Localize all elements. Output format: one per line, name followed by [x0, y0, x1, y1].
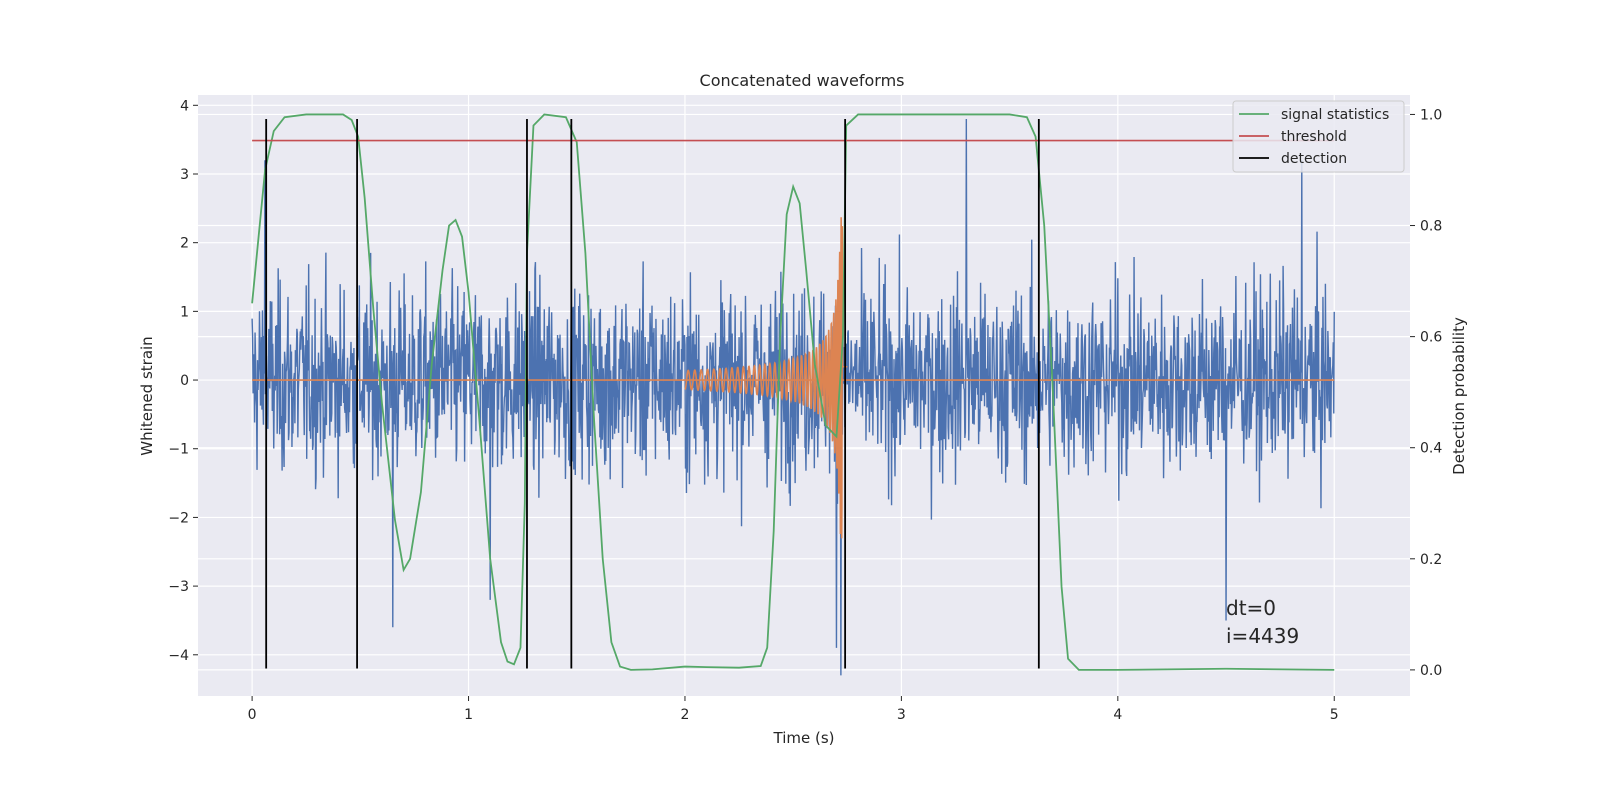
legend-label: detection — [1281, 151, 1347, 167]
y2-tick-label: 0.2 — [1420, 552, 1442, 568]
y2-tick-label: 0.6 — [1420, 330, 1442, 346]
y-tick-label: 3 — [180, 167, 189, 183]
legend-label: threshold — [1281, 129, 1347, 145]
y2-tick-label: 0.8 — [1420, 219, 1442, 235]
y-tick-label: −3 — [168, 579, 189, 595]
x-tick-label: 3 — [897, 707, 906, 723]
y-axis-label: Whitened strain — [138, 336, 156, 455]
annotation-text: i=4439 — [1226, 624, 1299, 648]
statistics-series — [251, 113, 1335, 671]
annotations: dt=0 i=4439 — [1226, 596, 1299, 648]
x-axis-label: Time (s) — [773, 729, 835, 747]
y-tick-label: −4 — [168, 648, 189, 664]
x-tick-label: 2 — [681, 707, 690, 723]
y-tick-label: 2 — [180, 236, 189, 252]
x-tick-label: 0 — [248, 707, 257, 723]
y2-tick-label: 0.0 — [1420, 663, 1442, 679]
x-tick-label: 4 — [1113, 707, 1122, 723]
legend-label: signal statistics — [1281, 107, 1389, 123]
axes: 0 1 2 3 4 5 −4 −3 −2 −1 0 1 2 3 4 0.0 0.2 0.4 0.6 0.8 1.0 — [168, 98, 1442, 723]
x-tick-label: 1 — [464, 707, 473, 723]
y-tick-label: 1 — [180, 304, 189, 320]
legend-box — [1232, 100, 1405, 173]
annotation-text: dt=0 — [1226, 596, 1276, 620]
chart-title: Concatenated waveforms — [700, 71, 905, 90]
x-tick-label: 5 — [1330, 707, 1339, 723]
strain-series — [251, 119, 1335, 676]
plot-content — [251, 113, 1335, 676]
y2-tick-label: 0.4 — [1420, 441, 1442, 457]
y2-axis-label: Detection probability — [1450, 317, 1468, 475]
y-tick-label: −2 — [168, 510, 189, 526]
y-tick-label: 0 — [180, 373, 189, 389]
y-tick-label: 4 — [180, 98, 189, 114]
y2-tick-label: 1.0 — [1420, 107, 1442, 123]
y-tick-label: −1 — [168, 442, 189, 458]
waveform-series — [684, 217, 848, 539]
legend: signal statistics threshold detection — [1232, 100, 1405, 173]
